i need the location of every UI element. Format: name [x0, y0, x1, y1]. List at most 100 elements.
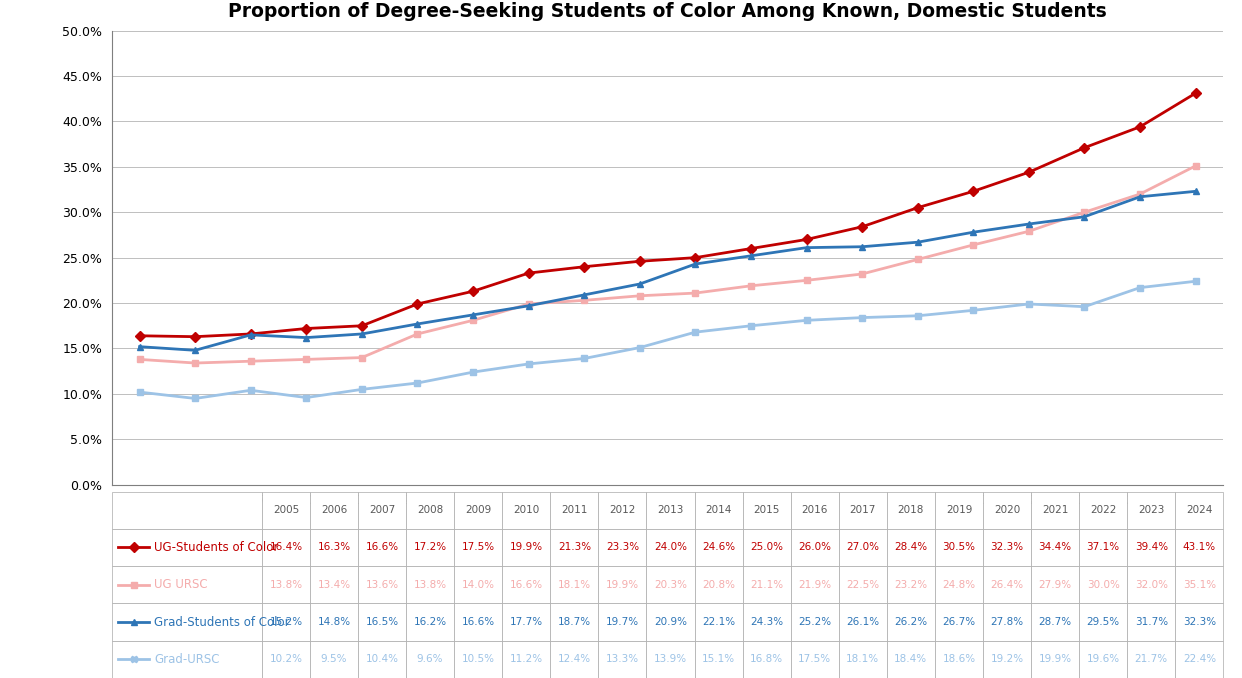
Text: 19.2%: 19.2% [990, 654, 1023, 664]
Text: 2011: 2011 [561, 505, 587, 515]
FancyBboxPatch shape [599, 529, 646, 566]
FancyBboxPatch shape [1175, 492, 1223, 529]
FancyBboxPatch shape [112, 603, 262, 641]
FancyBboxPatch shape [112, 529, 262, 566]
Text: 2006: 2006 [320, 505, 347, 515]
FancyBboxPatch shape [935, 529, 982, 566]
FancyBboxPatch shape [1079, 492, 1128, 529]
Text: 2014: 2014 [705, 505, 732, 515]
Text: 27.9%: 27.9% [1038, 580, 1072, 590]
Text: 2005: 2005 [273, 505, 299, 515]
Text: 29.5%: 29.5% [1087, 617, 1120, 627]
FancyBboxPatch shape [982, 641, 1031, 678]
Text: 13.3%: 13.3% [606, 654, 638, 664]
FancyBboxPatch shape [646, 566, 694, 603]
Text: 19.9%: 19.9% [509, 542, 543, 553]
FancyBboxPatch shape [310, 566, 358, 603]
FancyBboxPatch shape [310, 603, 358, 641]
Text: 16.4%: 16.4% [270, 542, 303, 553]
FancyBboxPatch shape [982, 566, 1031, 603]
FancyBboxPatch shape [358, 641, 406, 678]
FancyBboxPatch shape [406, 529, 455, 566]
Text: 2016: 2016 [801, 505, 828, 515]
Text: 26.2%: 26.2% [894, 617, 928, 627]
FancyBboxPatch shape [838, 641, 887, 678]
FancyBboxPatch shape [791, 529, 838, 566]
Text: 13.4%: 13.4% [318, 580, 350, 590]
FancyBboxPatch shape [1128, 603, 1175, 641]
Text: 19.9%: 19.9% [606, 580, 638, 590]
Text: 19.9%: 19.9% [1038, 654, 1072, 664]
FancyBboxPatch shape [406, 603, 455, 641]
Text: 10.4%: 10.4% [365, 654, 399, 664]
FancyBboxPatch shape [887, 529, 935, 566]
Text: 31.7%: 31.7% [1135, 617, 1167, 627]
FancyBboxPatch shape [262, 641, 310, 678]
FancyBboxPatch shape [743, 641, 791, 678]
Text: 17.5%: 17.5% [799, 654, 831, 664]
Text: 18.4%: 18.4% [894, 654, 928, 664]
FancyBboxPatch shape [550, 641, 599, 678]
Text: 20.3%: 20.3% [655, 580, 687, 590]
FancyBboxPatch shape [791, 492, 838, 529]
FancyBboxPatch shape [743, 492, 791, 529]
FancyBboxPatch shape [358, 603, 406, 641]
FancyBboxPatch shape [694, 529, 743, 566]
Text: 9.6%: 9.6% [417, 654, 443, 664]
FancyBboxPatch shape [1175, 529, 1223, 566]
FancyBboxPatch shape [935, 492, 982, 529]
Text: 2008: 2008 [417, 505, 443, 515]
Text: 30.5%: 30.5% [943, 542, 975, 553]
FancyBboxPatch shape [455, 603, 502, 641]
Text: 26.7%: 26.7% [943, 617, 975, 627]
FancyBboxPatch shape [838, 492, 887, 529]
FancyBboxPatch shape [838, 566, 887, 603]
FancyBboxPatch shape [887, 492, 935, 529]
FancyBboxPatch shape [1079, 529, 1128, 566]
Text: 24.8%: 24.8% [943, 580, 975, 590]
FancyBboxPatch shape [1031, 603, 1079, 641]
FancyBboxPatch shape [599, 641, 646, 678]
FancyBboxPatch shape [1031, 566, 1079, 603]
FancyBboxPatch shape [694, 603, 743, 641]
Text: 14.8%: 14.8% [318, 617, 350, 627]
FancyBboxPatch shape [1175, 641, 1223, 678]
Text: UG-Students of Color: UG-Students of Color [154, 541, 278, 554]
Text: 10.5%: 10.5% [462, 654, 494, 664]
FancyBboxPatch shape [1031, 492, 1079, 529]
FancyBboxPatch shape [358, 566, 406, 603]
FancyBboxPatch shape [550, 566, 599, 603]
Text: 16.6%: 16.6% [365, 542, 399, 553]
FancyBboxPatch shape [550, 603, 599, 641]
FancyBboxPatch shape [262, 603, 310, 641]
FancyBboxPatch shape [646, 603, 694, 641]
Text: 17.2%: 17.2% [414, 542, 447, 553]
Text: 21.1%: 21.1% [750, 580, 784, 590]
Text: Grad-Students of Color: Grad-Students of Color [154, 616, 289, 629]
FancyBboxPatch shape [1175, 566, 1223, 603]
Text: 20.8%: 20.8% [702, 580, 735, 590]
Text: 18.7%: 18.7% [558, 617, 591, 627]
Text: 16.2%: 16.2% [414, 617, 447, 627]
Text: 14.0%: 14.0% [462, 580, 494, 590]
Text: 13.6%: 13.6% [365, 580, 399, 590]
FancyBboxPatch shape [838, 603, 887, 641]
Text: 2019: 2019 [945, 505, 972, 515]
Text: 11.2%: 11.2% [509, 654, 543, 664]
FancyBboxPatch shape [502, 492, 550, 529]
FancyBboxPatch shape [887, 566, 935, 603]
FancyBboxPatch shape [112, 641, 262, 678]
FancyBboxPatch shape [887, 641, 935, 678]
FancyBboxPatch shape [791, 566, 838, 603]
FancyBboxPatch shape [935, 641, 982, 678]
FancyBboxPatch shape [1128, 529, 1175, 566]
Text: 16.6%: 16.6% [509, 580, 543, 590]
Text: 13.8%: 13.8% [270, 580, 303, 590]
Text: 26.4%: 26.4% [990, 580, 1023, 590]
FancyBboxPatch shape [1175, 603, 1223, 641]
Text: 2022: 2022 [1090, 505, 1117, 515]
Text: 23.3%: 23.3% [606, 542, 638, 553]
Text: 39.4%: 39.4% [1135, 542, 1167, 553]
Text: 23.2%: 23.2% [894, 580, 928, 590]
FancyBboxPatch shape [406, 492, 455, 529]
